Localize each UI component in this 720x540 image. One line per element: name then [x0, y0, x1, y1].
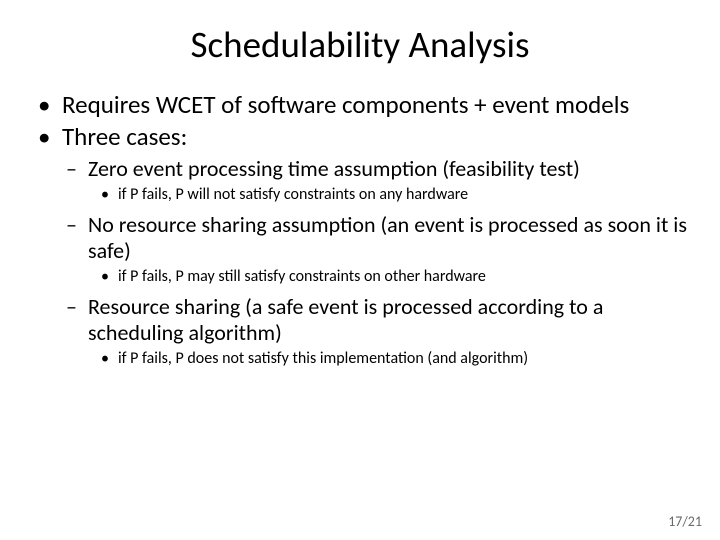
bullet-list-l2: Zero event processing time assumption (f…: [62, 156, 696, 368]
bullet-list-l3: if P fails, P may still satisfy constrai…: [88, 267, 696, 286]
bullet-list-l3: if P fails, P will not satisfy constrain…: [88, 185, 696, 204]
bullet-l2: No resource sharing assumption (an event…: [66, 212, 696, 286]
bullet-l3: if P fails, P may still satisfy constrai…: [98, 267, 696, 286]
bullet-l2-text: Zero event processing time assumption (f…: [88, 155, 580, 182]
bullet-l3: if P fails, P does not satisfy this impl…: [98, 349, 696, 368]
slide: Schedulability Analysis Requires WCET of…: [0, 0, 720, 540]
slide-body: Requires WCET of software components + e…: [0, 91, 720, 368]
bullet-l2: Zero event processing time assumption (f…: [66, 156, 696, 204]
bullet-l1-text: Three cases:: [62, 121, 187, 152]
bullet-l1: Requires WCET of software components + e…: [38, 91, 696, 119]
bullet-l2-text: Resource sharing (a safe event is proces…: [88, 293, 603, 345]
bullet-l2: Resource sharing (a safe event is proces…: [66, 294, 696, 368]
bullet-l1: Three cases: Zero event processing time …: [38, 123, 696, 369]
bullet-l3: if P fails, P will not satisfy constrain…: [98, 185, 696, 204]
bullet-list-l3: if P fails, P does not satisfy this impl…: [88, 349, 696, 368]
page-number: 17/21: [668, 513, 702, 530]
bullet-list-l1: Requires WCET of software components + e…: [38, 91, 696, 368]
slide-title: Schedulability Analysis: [0, 0, 720, 91]
bullet-l2-text: No resource sharing assumption (an event…: [88, 211, 687, 263]
